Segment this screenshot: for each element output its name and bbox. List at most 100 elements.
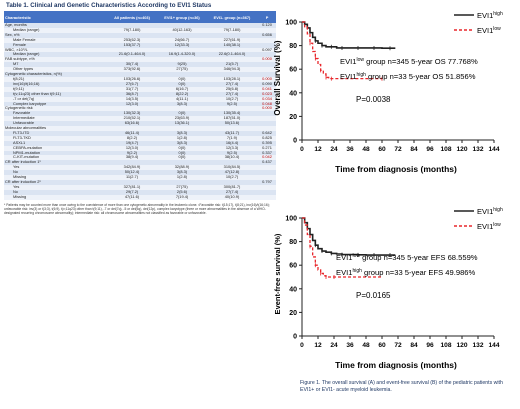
x-tick-label: 144 xyxy=(488,342,499,349)
cell-evi1-positive xyxy=(158,106,206,112)
row-label: Favorable xyxy=(4,111,106,117)
overall-survival-panel: 0 20 40 60 80 100 0 12 24 36 48 60 72 84 96 108 120 132 14… xyxy=(262,0,518,183)
cell-evi1-negative: 10(2.7) xyxy=(206,96,258,102)
cell-all-patients: 327(81.1) xyxy=(106,184,158,190)
cell-p-value xyxy=(258,62,276,68)
row-label: Female xyxy=(4,42,106,48)
table-row: FLT3-ITD 46(11.4) 3(8.3) 43(11.7) 0.642 xyxy=(4,130,276,136)
cell-evi1-positive: 0(0) xyxy=(158,145,206,151)
cell-evi1-negative: 27(7.4) xyxy=(206,189,258,195)
cell-evi1-negative xyxy=(206,23,258,28)
cell-all-patients: 46(11.4) xyxy=(106,130,158,136)
y-tick-label: 100 xyxy=(285,20,297,27)
x-tick-label: 108 xyxy=(440,146,451,153)
cell-evi1-negative xyxy=(206,32,258,38)
x-tick-label: 0 xyxy=(300,146,304,153)
table-row: Favorable 130(32.3) 0(0) 130(35.4) xyxy=(4,111,276,117)
p-value: P=0.0038 xyxy=(356,95,391,104)
cell-evi1-positive: 23(63.9) xyxy=(158,116,206,122)
row-label: Cytogenetic risk xyxy=(4,106,106,112)
cell-evi1-negative: 21(5.7) xyxy=(206,62,258,68)
series-evi1-high-line xyxy=(302,217,396,256)
row-label: Yes xyxy=(4,165,106,171)
table-row: CR after induction 2¹ 0.797 xyxy=(4,180,276,185)
header-characteristic: Characteristic xyxy=(4,11,106,23)
table-row: CR after induction 1¹ 0.437 xyxy=(4,160,276,166)
cell-p-value: 0.825 xyxy=(258,135,276,141)
cell-all-patients: 12(3.0) xyxy=(106,101,158,107)
overall-survival-chart: 0 20 40 60 80 100 0 12 24 36 48 60 72 84 96 108 120 132 14… xyxy=(273,11,503,174)
cell-evi1-positive: 8(22.2) xyxy=(158,91,206,97)
cell-evi1-positive: 16.9(1.4-320.0) xyxy=(158,52,206,58)
table-row: No 50(12.4) 3(8.3) 47(12.8) xyxy=(4,170,276,176)
event-free-survival-panel: 0 20 40 60 80 100 0 12 24 36 48 60 72 84 96 108 120 132 14… xyxy=(262,196,518,379)
x-tick-label: 96 xyxy=(426,342,434,349)
cell-all-patients xyxy=(106,160,158,166)
row-label: CR after induction 1¹ xyxy=(4,160,106,166)
cell-all-patients xyxy=(106,72,158,77)
table-row: ASXL1 19(4.7) 3(8.3) 16(4.4) 0.395 xyxy=(4,140,276,146)
cell-p-value: 0.656 xyxy=(258,32,276,38)
cell-evi1-positive: 6(16.7) xyxy=(158,86,206,92)
table-row: NPM1-mutation 9(2.2) 0(0) 9(2.5) 0.337 xyxy=(4,150,276,156)
characteristics-table-panel: Table 1. Clinical and Genetic Characteri… xyxy=(4,2,279,406)
table-row: FLT3-TKD 8(2.2) 1(2.8) 7(1.9) 0.825 xyxy=(4,135,276,141)
row-label: CEBPA-mutation xyxy=(4,145,106,151)
cell-all-patients: 29(7.2) xyxy=(106,189,158,195)
cell-p-value: 0.000 xyxy=(258,57,276,63)
cell-evi1-positive xyxy=(158,72,206,77)
x-tick-label: 24 xyxy=(330,146,338,153)
cell-evi1-negative: 40(10.9) xyxy=(206,194,258,200)
cell-evi1-negative: 43(11.7) xyxy=(206,130,258,136)
y-axis-label: Overall Survival (%) xyxy=(273,40,282,115)
table-row: CEBPA-mutation 12(3.0) 0(0) 12(3.3) 0.271 xyxy=(4,145,276,151)
cell-evi1-positive: 3(8.3) xyxy=(158,170,206,176)
cell-evi1-negative: 25(6.8) xyxy=(206,86,258,92)
cell-evi1-negative: 38(10.4) xyxy=(206,155,258,161)
cell-all-patients: 19(4.7) xyxy=(106,140,158,146)
table-row: M7 30(7.4) 9(25) 21(5.7) xyxy=(4,62,276,68)
cell-all-patients xyxy=(106,23,158,28)
row-label: inv(16)/t(16;16) xyxy=(4,81,106,87)
cell-evi1-negative: 27(7.4) xyxy=(206,91,258,97)
cell-evi1-positive: 27(75) xyxy=(158,184,206,190)
cell-evi1-positive: 12(33.3) xyxy=(158,42,206,48)
cell-evi1-positive: 0(0) xyxy=(158,81,206,87)
table-row: Yes 327(81.1) 27(75) 300(81.7) xyxy=(4,184,276,190)
table-row: Cytogenetic risk 0.000 xyxy=(4,106,276,112)
x-tick-label: 36 xyxy=(346,146,354,153)
cell-evi1-positive: 4(11.1) xyxy=(158,96,206,102)
cell-p-value xyxy=(258,37,276,43)
cell-evi1-negative: 7(1.9) xyxy=(206,135,258,141)
cell-p-value: 0.041 xyxy=(258,86,276,92)
row-label: FLT3-TKD xyxy=(4,135,106,141)
x-tick-label: 24 xyxy=(330,342,338,349)
x-tick-label: 60 xyxy=(378,342,386,349)
cell-all-patients: 79(7-180) xyxy=(106,27,158,33)
row-label: Missing xyxy=(4,175,106,180)
cell-all-patients: 14(3.5) xyxy=(106,96,158,102)
y-tick-label: 60 xyxy=(289,67,297,74)
x-tick-label: 144 xyxy=(488,146,499,153)
cell-all-patients xyxy=(106,126,158,131)
cell-all-patients: 36(8.7) xyxy=(106,91,158,97)
cell-all-patients: 342(84.9) xyxy=(106,165,158,171)
x-tick-label: 48 xyxy=(362,146,370,153)
cell-evi1-positive xyxy=(158,160,206,166)
cell-evi1-negative: 79(7-180) xyxy=(206,27,258,33)
row-label: t(v;11q23) other than t(9;11) xyxy=(4,91,106,97)
table-row: Intermediate 210(52.1) 23(63.9) 187(51.0) xyxy=(4,116,276,122)
cell-all-patients: 30(7.4) xyxy=(106,62,158,68)
annotation-high: EVI1high group n=33 5-year EFS 49.986% xyxy=(336,268,476,277)
row-label: -7 or del(7q) xyxy=(4,96,106,102)
cell-p-value: 0.000 xyxy=(258,76,276,82)
table-row: Missing 11(2.7) 1(2.8) 10(2.7) xyxy=(4,175,276,180)
cell-evi1-negative: 9(2.5) xyxy=(206,101,258,107)
row-label: Intermediate xyxy=(4,116,106,122)
cell-evi1-positive: 3(8.3) xyxy=(158,140,206,146)
cell-evi1-negative: 227(61.9) xyxy=(206,37,258,43)
x-tick-label: 12 xyxy=(314,146,322,153)
legend-high-label: EVI1high xyxy=(477,207,503,216)
cell-evi1-positive: 3(8.3) xyxy=(158,101,206,107)
legend-high-label: EVI1high xyxy=(477,11,503,20)
